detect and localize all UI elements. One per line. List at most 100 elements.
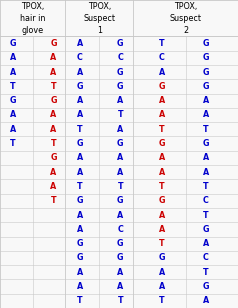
Text: G: G — [117, 253, 124, 262]
Text: T: T — [51, 196, 56, 205]
Text: G: G — [159, 139, 165, 148]
Text: A: A — [159, 268, 165, 277]
Text: A: A — [117, 268, 123, 277]
Text: G: G — [203, 282, 209, 291]
Text: T: T — [159, 296, 165, 305]
Text: TPOX,: TPOX, — [21, 2, 45, 10]
Text: A: A — [50, 168, 57, 177]
Text: Suspect: Suspect — [170, 14, 202, 23]
Text: C: C — [203, 196, 209, 205]
Text: G: G — [10, 39, 16, 48]
Text: G: G — [76, 139, 83, 148]
Text: A: A — [10, 125, 16, 134]
Text: G: G — [159, 82, 165, 91]
Text: A: A — [203, 111, 209, 120]
Text: A: A — [50, 67, 57, 77]
Text: G: G — [76, 196, 83, 205]
Text: C: C — [203, 253, 209, 262]
Text: T: T — [77, 125, 83, 134]
Text: T: T — [159, 39, 165, 48]
Text: G: G — [117, 196, 124, 205]
Text: A: A — [50, 111, 57, 120]
Text: A: A — [117, 211, 123, 220]
Text: A: A — [203, 239, 209, 248]
Text: T: T — [10, 82, 16, 91]
Text: A: A — [10, 111, 16, 120]
Text: G: G — [117, 239, 124, 248]
Text: A: A — [50, 125, 57, 134]
Text: A: A — [117, 96, 123, 105]
Text: G: G — [50, 96, 57, 105]
Text: glove: glove — [22, 26, 44, 35]
Text: G: G — [76, 253, 83, 262]
Text: A: A — [159, 111, 165, 120]
Text: G: G — [159, 196, 165, 205]
Text: A: A — [77, 211, 83, 220]
Text: A: A — [50, 53, 57, 62]
Text: A: A — [77, 96, 83, 105]
Text: A: A — [203, 153, 209, 162]
Text: A: A — [159, 168, 165, 177]
Text: hair in: hair in — [20, 14, 45, 23]
Text: A: A — [77, 268, 83, 277]
Text: G: G — [117, 82, 124, 91]
Text: T: T — [10, 139, 16, 148]
Text: 2: 2 — [183, 26, 188, 35]
Text: G: G — [203, 53, 209, 62]
Text: 1: 1 — [97, 26, 102, 35]
Text: G: G — [76, 239, 83, 248]
Text: A: A — [77, 39, 83, 48]
Text: A: A — [117, 125, 123, 134]
Text: T: T — [51, 82, 56, 91]
Text: A: A — [10, 53, 16, 62]
Text: T: T — [117, 111, 123, 120]
Text: A: A — [117, 153, 123, 162]
Text: A: A — [203, 96, 209, 105]
Text: A: A — [10, 67, 16, 77]
Text: T: T — [159, 239, 165, 248]
Text: A: A — [77, 225, 83, 234]
Text: G: G — [50, 153, 57, 162]
Text: T: T — [117, 182, 123, 191]
Text: G: G — [203, 67, 209, 77]
Text: A: A — [50, 182, 57, 191]
Text: G: G — [203, 225, 209, 234]
Text: C: C — [77, 53, 83, 62]
Text: G: G — [159, 253, 165, 262]
Text: A: A — [117, 282, 123, 291]
Text: G: G — [203, 39, 209, 48]
Text: A: A — [159, 96, 165, 105]
Text: A: A — [77, 153, 83, 162]
Text: T: T — [117, 296, 123, 305]
Text: T: T — [203, 211, 209, 220]
Text: C: C — [159, 53, 165, 62]
Text: G: G — [203, 82, 209, 91]
Text: A: A — [117, 168, 123, 177]
Text: A: A — [203, 296, 209, 305]
Text: G: G — [117, 39, 124, 48]
Text: G: G — [10, 96, 16, 105]
Text: T: T — [77, 296, 83, 305]
Text: A: A — [159, 225, 165, 234]
Text: A: A — [159, 67, 165, 77]
Text: A: A — [77, 111, 83, 120]
Text: A: A — [77, 67, 83, 77]
Text: T: T — [203, 182, 209, 191]
Text: T: T — [203, 125, 209, 134]
Text: G: G — [76, 82, 83, 91]
Text: T: T — [77, 182, 83, 191]
Text: C: C — [117, 225, 123, 234]
Text: Suspect: Suspect — [84, 14, 115, 23]
Text: T: T — [203, 268, 209, 277]
Text: A: A — [159, 282, 165, 291]
Text: T: T — [51, 139, 56, 148]
Text: A: A — [159, 153, 165, 162]
Text: G: G — [50, 39, 57, 48]
Text: T: T — [159, 182, 165, 191]
Text: C: C — [117, 53, 123, 62]
Text: G: G — [117, 67, 124, 77]
Text: TPOX,: TPOX, — [88, 2, 111, 10]
Text: TPOX,: TPOX, — [174, 2, 197, 10]
Text: G: G — [203, 139, 209, 148]
Text: T: T — [159, 125, 165, 134]
